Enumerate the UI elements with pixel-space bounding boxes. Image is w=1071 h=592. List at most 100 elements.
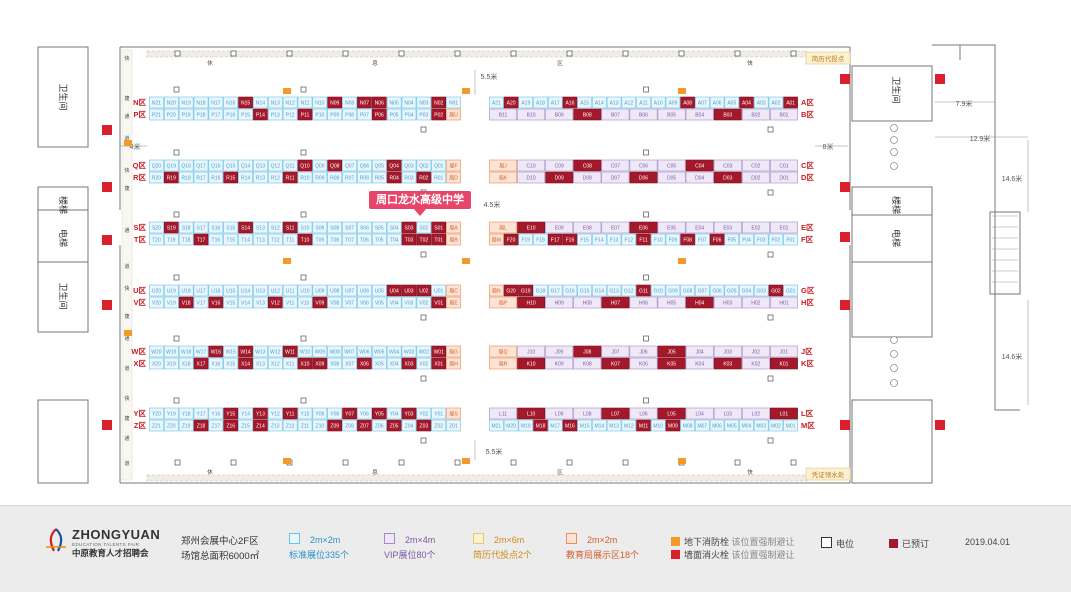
booth-label: W10 (300, 350, 311, 356)
booth (709, 419, 725, 432)
booth-label: E05 (667, 226, 676, 232)
booth-label: V11 (286, 301, 295, 307)
booth (267, 221, 283, 234)
booth-label: Q14 (241, 164, 251, 170)
booth (342, 407, 357, 420)
booth-label: P11 (301, 113, 310, 119)
booth (297, 345, 313, 358)
booth-label: V15 (226, 301, 235, 307)
booth-label: N08 (345, 101, 354, 107)
bureau-size: 2m×2m (587, 535, 618, 545)
gutter-label: 休 (207, 468, 213, 476)
booth (768, 284, 784, 297)
booth-label: V12 (271, 301, 280, 307)
booth-label: V01 (434, 301, 443, 307)
hydrant-under-swatch (671, 537, 680, 546)
venue-area: 场馆总面积6000㎡ (181, 551, 260, 562)
booth-label: F19 (521, 238, 530, 244)
booth-label: T11 (286, 238, 294, 244)
booth (629, 171, 658, 184)
booth (517, 171, 546, 184)
booth-label: Q08 (330, 164, 340, 170)
legend-resume: 2m×6m (473, 533, 524, 545)
booth-label: E07 (611, 226, 620, 232)
booth (533, 233, 548, 246)
bureau-swatch (566, 533, 577, 544)
booth (342, 96, 357, 109)
booth-label: Z16 (226, 424, 235, 430)
booth (416, 345, 432, 358)
booth (178, 357, 194, 370)
booth-label: M05 (727, 424, 737, 430)
booth-label: Q18 (181, 164, 191, 170)
booth (401, 419, 417, 432)
power-outlet (566, 50, 573, 57)
booth (193, 357, 209, 370)
zone-label: Q区 (133, 161, 147, 170)
booth-label: R20 (152, 176, 161, 182)
booth-label: M07 (697, 424, 707, 430)
resume-point-label: 简历代投点 (812, 54, 845, 63)
booth-label: U05 (375, 289, 384, 295)
booth-label: V17 (197, 301, 206, 307)
booth-label: Z11 (301, 424, 309, 430)
booth-label: N05 (390, 101, 399, 107)
booth (783, 233, 798, 246)
power-outlet (173, 397, 180, 404)
zone-label: Y区 (133, 409, 146, 418)
power-outlet (300, 211, 307, 218)
booth (685, 345, 714, 358)
power-outlet (643, 335, 649, 342)
booth-label: D06 (639, 176, 648, 182)
wall-hydrant-icon (840, 420, 850, 430)
booth-label: Q13 (256, 164, 266, 170)
booth (545, 159, 574, 172)
booth-label: K10 (527, 362, 536, 368)
zone-label: N区 (133, 98, 146, 107)
booth-label: J04 (696, 350, 704, 356)
booth (431, 284, 447, 297)
booth-label: D05 (667, 176, 676, 182)
booth (713, 296, 742, 309)
booth-label: E06 (639, 226, 648, 232)
booth-label: X06 (360, 362, 369, 368)
booth (193, 233, 209, 246)
booth-label: Z21 (152, 424, 161, 430)
booth-label: E03 (723, 226, 732, 232)
booth (342, 419, 357, 432)
booth (665, 284, 681, 297)
booth-label: N16 (226, 101, 235, 107)
booth-label: F18 (536, 238, 545, 244)
side-width-label: 4米 (130, 142, 141, 151)
booth (518, 419, 534, 432)
power-swatch (821, 537, 832, 548)
booth (446, 171, 461, 184)
booth-label: B10 (527, 113, 536, 119)
booth (371, 296, 387, 309)
booth-label: F17 (551, 238, 560, 244)
booth (446, 96, 461, 109)
booth (342, 345, 357, 358)
booth-label: V04 (390, 301, 399, 307)
hydrant-wall-note: 该位置强制避让 (731, 550, 795, 560)
booth-label: G16 (565, 289, 575, 295)
booth-label: 局M (492, 238, 501, 244)
booth-label: P18 (197, 113, 206, 119)
stair-label: 楼梯 (58, 196, 69, 214)
booth (685, 221, 714, 234)
booth-label: H10 (527, 301, 536, 307)
booth (650, 96, 666, 109)
booth (592, 96, 607, 109)
booth (431, 357, 447, 370)
booth (709, 284, 725, 297)
booth (163, 345, 179, 358)
booth (621, 284, 637, 297)
booth-label: S13 (256, 226, 265, 232)
booth (327, 419, 343, 432)
booth (601, 171, 630, 184)
booth-label: G09 (668, 289, 678, 295)
booth (312, 159, 328, 172)
booth (312, 221, 328, 234)
booth-label: A09 (668, 101, 677, 107)
booth-label: C10 (527, 164, 536, 170)
